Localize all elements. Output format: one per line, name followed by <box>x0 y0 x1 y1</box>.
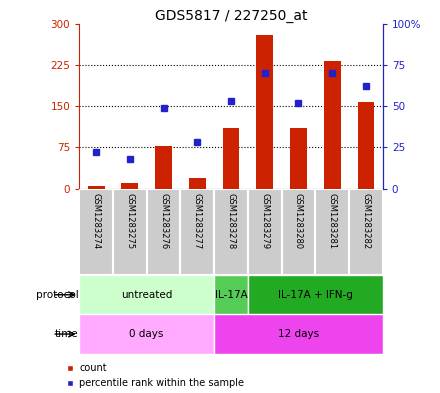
Bar <box>257 35 273 189</box>
Text: GSM1283279: GSM1283279 <box>260 193 269 249</box>
Bar <box>121 183 138 189</box>
Bar <box>248 275 383 314</box>
Bar <box>282 189 315 275</box>
Bar <box>79 275 214 314</box>
Bar <box>324 61 341 189</box>
Legend: count, percentile rank within the sample: count, percentile rank within the sample <box>66 363 244 388</box>
Bar <box>88 186 105 189</box>
Bar <box>358 102 374 189</box>
Text: GSM1283282: GSM1283282 <box>361 193 370 249</box>
Bar <box>214 275 248 314</box>
Text: GSM1283275: GSM1283275 <box>125 193 134 249</box>
Text: IL-17A + IFN-g: IL-17A + IFN-g <box>278 290 353 300</box>
Bar <box>189 178 206 189</box>
Text: 12 days: 12 days <box>278 329 319 339</box>
Text: GSM1283276: GSM1283276 <box>159 193 168 249</box>
Bar <box>113 189 147 275</box>
Text: time: time <box>55 329 78 339</box>
Bar <box>214 189 248 275</box>
Bar <box>248 189 282 275</box>
Text: GSM1283281: GSM1283281 <box>328 193 337 249</box>
Text: untreated: untreated <box>121 290 172 300</box>
Text: GSM1283278: GSM1283278 <box>227 193 235 249</box>
Bar <box>79 189 113 275</box>
Bar <box>223 128 239 189</box>
Bar <box>290 128 307 189</box>
Text: GSM1283280: GSM1283280 <box>294 193 303 249</box>
Title: GDS5817 / 227250_at: GDS5817 / 227250_at <box>155 9 307 22</box>
Text: GSM1283277: GSM1283277 <box>193 193 202 249</box>
Text: 0 days: 0 days <box>129 329 164 339</box>
Bar <box>180 189 214 275</box>
Bar <box>155 146 172 189</box>
Bar <box>79 314 214 354</box>
Bar <box>315 189 349 275</box>
Bar <box>147 189 180 275</box>
Text: GSM1283274: GSM1283274 <box>92 193 101 249</box>
Bar <box>349 189 383 275</box>
Text: protocol: protocol <box>36 290 78 300</box>
Text: IL-17A: IL-17A <box>215 290 247 300</box>
Bar <box>214 314 383 354</box>
